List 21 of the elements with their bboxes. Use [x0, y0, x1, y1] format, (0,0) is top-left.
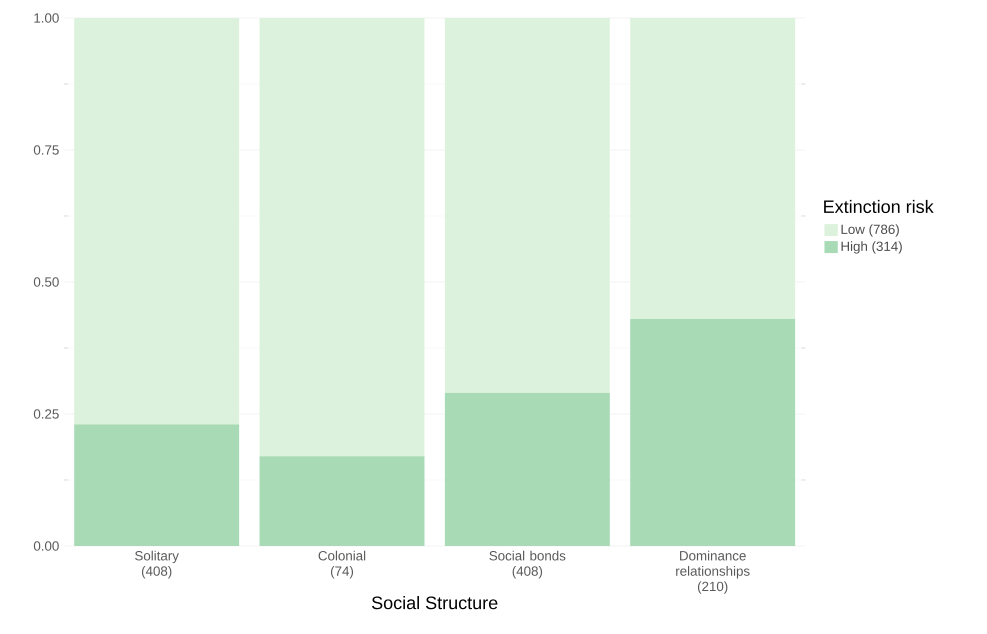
x-tick-label: Solitary (408): [135, 550, 179, 578]
x-tick-label: Social bonds (408): [489, 550, 566, 578]
bar: [630, 318, 796, 546]
bar: [444, 18, 610, 393]
y-tick-label: 0.50: [34, 277, 59, 287]
bar: [260, 456, 424, 546]
x-tick-label: Dominance relationships (210): [676, 550, 750, 594]
y-tick-label: 0.75: [34, 145, 59, 155]
bar: [630, 18, 796, 319]
x-axis-title: Social Structure: [372, 596, 498, 610]
legend-title: Extinction risk: [824, 200, 934, 214]
y-tick-label: 0.25: [34, 409, 59, 419]
bar: [74, 424, 240, 546]
y-tick-label: 1.00: [34, 13, 59, 23]
y-tick-label: 0.00: [34, 541, 59, 551]
legend-label: High (314): [842, 241, 902, 254]
x-tick-label: Colonial (74): [318, 550, 366, 578]
legend-label: Low (786): [842, 224, 899, 237]
bar: [260, 18, 424, 456]
bar: [74, 18, 240, 425]
bar: [444, 392, 610, 546]
